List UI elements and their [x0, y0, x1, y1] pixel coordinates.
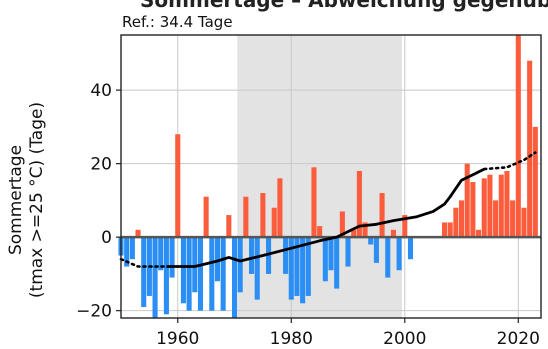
bar-positive [226, 215, 232, 238]
ticks-layer: 1960 1980 2000 2020 −20 0 20 40 [76, 81, 540, 349]
bar-positive [498, 174, 504, 238]
bar-negative [158, 237, 164, 271]
bar-negative [294, 237, 300, 296]
bar-negative [385, 237, 391, 278]
bar-positive [339, 211, 345, 238]
bar-positive [351, 229, 357, 238]
x-tick-label: 1960 [156, 329, 199, 349]
bar-positive [493, 200, 499, 238]
bar-positive [527, 60, 533, 238]
x-tick-label: 1980 [270, 329, 313, 349]
bar-negative [237, 237, 243, 293]
bar-negative [368, 237, 374, 245]
bar-positive [532, 126, 538, 238]
bar-negative [180, 237, 186, 304]
bar-negative [334, 237, 340, 289]
bar-positive [441, 222, 448, 238]
reference-period-layer [237, 35, 402, 318]
bar-negative [197, 237, 203, 311]
bar-negative [231, 237, 238, 318]
trend-line-dotted-end [482, 151, 537, 171]
bar-positive [311, 167, 317, 238]
plot-frame [120, 34, 542, 319]
bar-positive [453, 207, 459, 238]
trend-line-dotted-start [119, 257, 168, 268]
bar-negative [220, 237, 226, 311]
bar-positive [476, 229, 482, 238]
bar-positive [271, 207, 277, 238]
bar-positive [459, 200, 465, 238]
bar-positive [515, 35, 521, 238]
bar-positive [175, 134, 181, 238]
bar-negative [300, 237, 306, 304]
bar-negative [192, 237, 198, 293]
bar-negative [163, 237, 169, 315]
bar-positive [487, 174, 493, 238]
trend-layer [119, 151, 537, 268]
bar-positive [317, 226, 323, 238]
bar-positive [481, 178, 487, 238]
bar-positive [379, 193, 385, 238]
bar-negative [373, 237, 379, 263]
bar-positive [277, 178, 283, 238]
bar-positive [243, 196, 249, 238]
bar-negative [288, 237, 294, 300]
bar-negative [186, 237, 192, 311]
y-tick-label: 0 [101, 228, 112, 248]
bar-negative [322, 237, 328, 282]
bar-positive [260, 193, 266, 238]
y-tick-label: 20 [90, 155, 112, 175]
bar-positive [203, 196, 209, 238]
bar-positive [356, 170, 362, 238]
bar-positive [464, 163, 470, 238]
bar-positive [135, 229, 141, 238]
x-tick-label: 2000 [383, 329, 426, 349]
bar-negative [396, 237, 402, 271]
bars-layer [118, 35, 538, 318]
bar-negative [407, 237, 413, 260]
bar-negative [283, 237, 289, 274]
bar-negative [254, 237, 260, 300]
bar-negative [169, 237, 175, 278]
clipped-title: Sommertage – Abweichung gegenüber der Re… [0, 0, 548, 12]
bar-positive [402, 215, 408, 238]
reference-period-shade [237, 35, 402, 318]
bar-negative [129, 237, 135, 260]
bar-negative [345, 237, 351, 267]
bar-negative [266, 237, 272, 274]
bar-negative [209, 237, 215, 311]
chart-title: Sommertage – Abweichung gegenüber der Re… [140, 0, 548, 12]
y-tick-label: −20 [76, 302, 112, 322]
bar-negative [328, 237, 334, 271]
bar-negative [214, 237, 221, 282]
bar-positive [362, 222, 368, 238]
bar-positive [470, 182, 476, 238]
bar-positive [447, 222, 453, 238]
x-tick-label: 2020 [497, 329, 540, 349]
bar-negative [152, 237, 158, 318]
y-tick-label: 40 [90, 81, 112, 101]
bar-positive [504, 170, 510, 238]
trend-line [166, 167, 485, 268]
bar-negative [141, 237, 147, 307]
reference-label: Ref.: 34.4 Tage [122, 13, 233, 31]
axes-layer [120, 34, 542, 319]
bar-negative [124, 237, 130, 267]
bar-positive [390, 229, 396, 238]
bar-negative [249, 237, 255, 274]
bar-positive [521, 207, 527, 238]
bar-positive [510, 200, 516, 238]
bar-negative [305, 237, 311, 296]
